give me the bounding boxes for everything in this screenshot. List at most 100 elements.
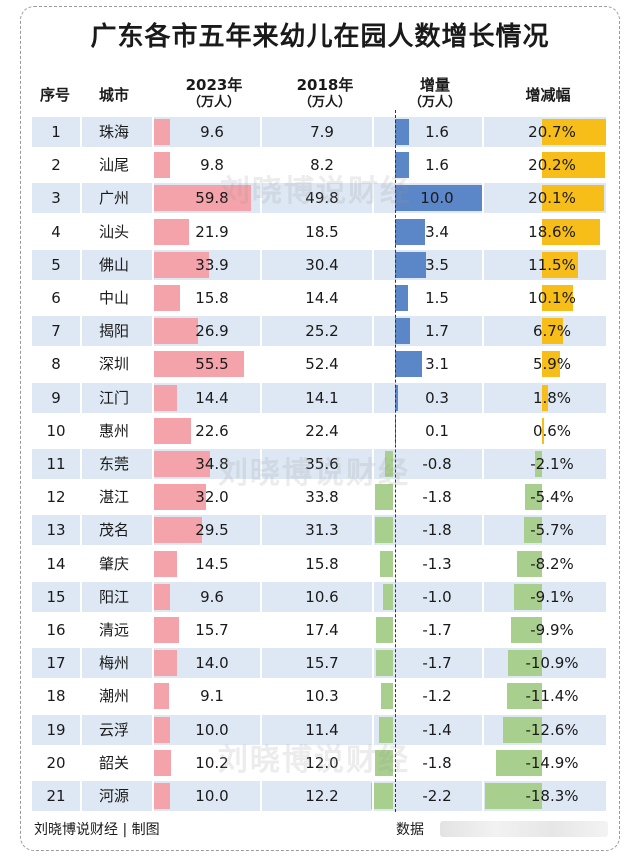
cell-increase: 10.0 <box>420 189 454 208</box>
cell-city: 潮州 <box>98 687 129 706</box>
bar-rate <box>542 119 607 145</box>
bar-2023 <box>154 152 170 179</box>
column-separator <box>260 681 262 712</box>
cell-rate: 1.8% <box>532 388 572 407</box>
column-separator <box>152 714 154 745</box>
column-separator <box>482 283 484 313</box>
cell-increase: -1.7 <box>422 654 452 673</box>
cell-rate: 6.7% <box>532 322 572 341</box>
cell-city: 韶关 <box>98 753 129 772</box>
table-row: 2 汕尾 9.8 8.2 1.6 20.2% <box>32 150 606 181</box>
column-separator <box>260 714 262 745</box>
cell-2023: 14.5 <box>195 554 229 573</box>
column-separator <box>372 349 374 380</box>
cell-2018: 31.3 <box>305 521 339 540</box>
cell-increase: -0.8 <box>422 455 452 473</box>
cell-no: 12 <box>46 488 66 507</box>
cell-rate: -5.4% <box>530 488 574 507</box>
table-row: 7 揭阳 26.9 25.2 1.7 6.7% <box>32 316 606 347</box>
header-increase-label: 增量 <box>419 76 450 94</box>
cell-2018: 12.2 <box>305 787 339 805</box>
column-separator <box>372 382 374 413</box>
table-row: 9 江门 14.4 14.1 0.3 1.8% <box>32 382 606 413</box>
bar-2023 <box>154 351 244 378</box>
bar-rate <box>508 650 542 677</box>
cell-2018: 14.4 <box>305 289 339 307</box>
column-separator <box>482 249 484 280</box>
header-2023-unit: （万人） <box>187 95 240 110</box>
table-row: 16 清远 15.7 17.4 -1.7 -9.9% <box>32 615 606 645</box>
table-row: 5 佛山 33.9 30.4 3.5 11.5% <box>32 249 606 280</box>
cell-2023: 29.5 <box>195 521 229 540</box>
cell-increase: -1.8 <box>422 488 452 507</box>
column-separator <box>260 747 262 778</box>
column-separator <box>260 482 262 513</box>
bar-increase <box>375 517 393 544</box>
cell-2018: 12.0 <box>305 753 339 772</box>
cell-2023: 21.9 <box>195 222 229 241</box>
column-separator <box>152 316 154 347</box>
cell-rate: -18.3% <box>525 787 579 805</box>
cell-no: 7 <box>51 322 61 341</box>
bar-rate <box>542 384 548 411</box>
header-rate: 增减幅 <box>525 86 571 104</box>
bar-rate <box>542 185 605 212</box>
cell-2018: 25.2 <box>305 322 339 341</box>
bar-increase <box>395 251 426 278</box>
column-separator <box>372 316 374 347</box>
cell-2018: 33.8 <box>305 488 339 507</box>
cell-increase: 3.1 <box>425 355 449 374</box>
column-separator <box>80 415 82 446</box>
cell-no: 15 <box>46 587 66 606</box>
column-separator <box>260 283 262 313</box>
footer-source-label: 数据 <box>396 822 424 838</box>
cell-increase: -1.8 <box>422 753 452 772</box>
chart-title: 广东各市五年来幼儿在园人数增长情况 <box>90 22 550 52</box>
cell-2023: 59.8 <box>195 189 229 208</box>
bar-2023 <box>154 417 191 444</box>
bar-rate <box>542 152 605 179</box>
cell-rate: -5.7% <box>530 521 574 540</box>
bar-2023 <box>154 451 211 477</box>
column-separator <box>80 349 82 380</box>
column-separator <box>482 216 484 247</box>
cell-2023: 33.9 <box>195 255 229 274</box>
cell-no: 9 <box>51 388 61 407</box>
bar-rate <box>525 484 542 511</box>
bar-increase <box>385 451 393 477</box>
cell-2018: 15.8 <box>305 554 339 573</box>
column-separator <box>372 482 374 513</box>
column-separator <box>372 283 374 313</box>
cell-2018: 8.2 <box>310 156 334 175</box>
cell-increase: -1.8 <box>422 521 452 540</box>
cell-rate: 0.6% <box>532 421 572 440</box>
bar-2023 <box>154 218 190 245</box>
column-separator <box>372 150 374 181</box>
table-row: 19 云浮 10.0 11.4 -1.4 -12.6% <box>32 714 606 745</box>
bar-increase <box>381 683 393 710</box>
cell-2018: 10.6 <box>305 587 339 606</box>
cell-city: 清远 <box>98 621 129 639</box>
column-separator <box>260 648 262 679</box>
bar-2023 <box>154 749 171 776</box>
watermark: 刘晓博说财经 <box>218 743 410 778</box>
column-separator <box>152 283 154 313</box>
cell-2018: 11.4 <box>305 720 339 739</box>
cell-2023: 26.9 <box>195 322 229 341</box>
cell-rate: -2.1% <box>530 455 574 473</box>
column-separator <box>80 316 82 347</box>
column-separator <box>482 449 484 479</box>
bar-increase <box>395 285 409 311</box>
cell-2023: 9.1 <box>200 687 224 706</box>
cell-rate: 11.5% <box>528 255 576 274</box>
column-separator <box>260 415 262 446</box>
column-separator <box>80 216 82 247</box>
table-row: 11 东莞 34.8 35.6 -0.8 -2.1% <box>32 449 606 479</box>
cell-2018: 22.4 <box>305 421 339 440</box>
cell-rate: -10.9% <box>525 654 579 673</box>
table-row: 21 河源 10.0 12.2 -2.2 -18.3% <box>32 781 606 811</box>
column-separator <box>152 249 154 280</box>
bar-increase <box>395 119 410 145</box>
cell-no: 4 <box>51 222 61 241</box>
cell-city: 佛山 <box>98 255 129 274</box>
